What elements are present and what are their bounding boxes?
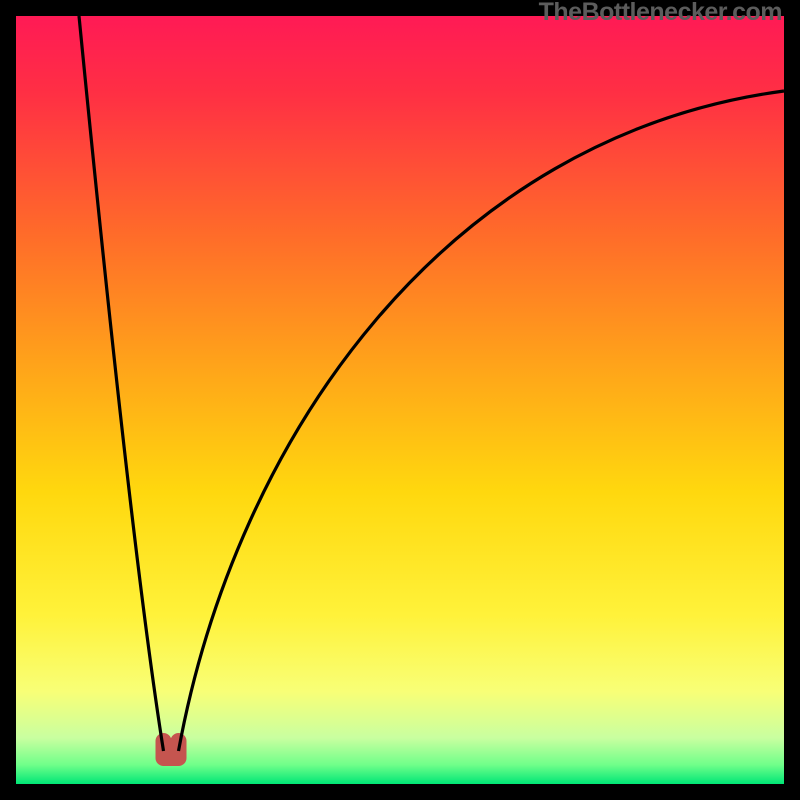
valley-marker <box>164 741 179 758</box>
watermark-text: TheBottlenecker.com <box>539 0 782 27</box>
plot-group <box>16 16 784 784</box>
plot-background <box>16 16 784 784</box>
outer-frame: TheBottlenecker.com <box>0 0 800 800</box>
chart-svg <box>0 0 800 800</box>
